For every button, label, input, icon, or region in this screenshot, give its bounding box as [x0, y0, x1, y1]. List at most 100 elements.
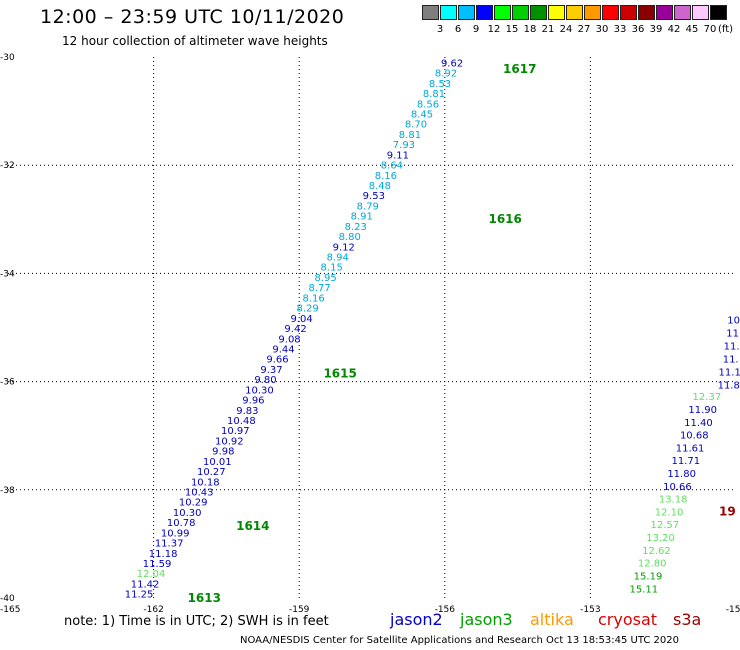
x-tick-label: -150: [726, 605, 740, 615]
swh-value: 9.37: [260, 365, 282, 376]
swh-value: 9.62: [441, 58, 463, 69]
swh-value: 11.8: [718, 380, 740, 391]
swh-value: 8.29: [296, 304, 318, 315]
swh-value: 8.64: [381, 161, 403, 172]
y-tick-label: -32: [0, 161, 15, 171]
swh-value: 8.95: [315, 273, 337, 284]
y-tick-label: -38: [0, 486, 15, 496]
scale-label: 45: [685, 24, 699, 35]
scale-unit: (ft): [718, 24, 734, 35]
scale-label: 30: [595, 24, 609, 35]
scale-label: 6: [454, 24, 462, 35]
scale-swatch: [440, 5, 457, 20]
x-tick-label: -165: [0, 605, 20, 615]
swh-value: 11.80: [667, 469, 696, 480]
swh-value: 11.90: [688, 405, 717, 416]
swh-value: 9.83: [236, 406, 258, 417]
swh-value: 8.48: [369, 181, 391, 192]
swh-value: 10.97: [221, 426, 250, 437]
swh-value: 8.81: [423, 89, 445, 100]
swh-value: 11.18: [149, 549, 178, 560]
swh-value: 11.: [724, 341, 740, 352]
scale-swatch: [620, 5, 637, 20]
swh-value: 7.93: [393, 140, 415, 151]
swh-value: 8.56: [417, 99, 439, 110]
scale-swatch: [458, 5, 475, 20]
scale-swatch: [494, 5, 511, 20]
swh-value: 9.11: [387, 150, 409, 161]
pass-label: 1615: [323, 366, 356, 380]
swh-value: 11.1: [719, 367, 740, 378]
scale-label: 70: [703, 24, 717, 35]
swh-value: 9.98: [212, 447, 234, 458]
swh-value: 10: [727, 315, 740, 326]
swh-value: 8.92: [435, 69, 457, 80]
swh-value: 9.04: [290, 314, 312, 325]
scale-label: 12: [487, 24, 501, 35]
swh-value: 8.16: [302, 293, 324, 304]
swh-value: 11.59: [143, 559, 172, 570]
swh-value: 11.37: [155, 539, 184, 550]
swh-value: 11.71: [672, 456, 701, 467]
swh-value: 9.66: [266, 355, 288, 366]
swh-value: 8.15: [321, 263, 343, 274]
swh-value: 11.61: [676, 443, 705, 454]
scale-label: 36: [631, 24, 645, 35]
swh-value: 8.80: [339, 232, 361, 243]
scale-label: 9: [472, 24, 480, 35]
legend-jason3: jason3: [460, 610, 513, 629]
page-title: 12:00 – 23:59 UTC 10/11/2020: [40, 6, 345, 28]
scale-label: 24: [559, 24, 573, 35]
scale-label: 27: [577, 24, 591, 35]
swh-value: 13.20: [646, 533, 675, 544]
swh-value: 9.42: [284, 324, 306, 335]
swh-value: 8.70: [405, 120, 427, 131]
pass-label: 1616: [488, 212, 521, 226]
swh-value: 10.01: [203, 457, 232, 468]
swh-value: 12.10: [655, 507, 684, 518]
swh-value: 11.42: [131, 579, 160, 590]
scale-label: 3: [436, 24, 444, 35]
swh-value: 8.16: [375, 171, 397, 182]
legend-jason2: jason2: [390, 610, 443, 629]
note-text: note: 1) Time is in UTC; 2) SWH is in fe…: [64, 614, 329, 629]
x-tick-label: -153: [580, 605, 600, 615]
pass-label: 1613: [188, 591, 221, 605]
swh-value: 9.53: [363, 191, 385, 202]
swh-value: 10.66: [663, 482, 692, 493]
pass-label: 1614: [236, 519, 269, 533]
y-tick-label: -34: [0, 269, 15, 279]
y-tick-label: -30: [0, 53, 15, 63]
scale-swatch: [710, 5, 727, 20]
swh-value: 15.19: [634, 571, 663, 582]
scale-label: 33: [613, 24, 627, 35]
scale-swatch: [692, 5, 709, 20]
scale-swatch: [584, 5, 601, 20]
swh-value: 13.18: [659, 495, 688, 506]
scale-swatch: [674, 5, 691, 20]
x-tick-label: -162: [143, 605, 163, 615]
swh-value: 8.79: [357, 201, 379, 212]
swh-value: 12.37: [693, 392, 722, 403]
swh-value: 8.91: [351, 212, 373, 223]
swh-value: 12.80: [638, 559, 667, 570]
credit-text: NOAA/NESDIS Center for Satellite Applica…: [240, 635, 679, 646]
swh-value: 11: [726, 328, 739, 339]
swh-value: 9.44: [272, 344, 294, 355]
scale-swatch: [422, 5, 439, 20]
swh-value: 8.77: [309, 283, 331, 294]
swh-value: 10.43: [185, 488, 214, 499]
scale-swatch: [512, 5, 529, 20]
swh-value: 8.23: [345, 222, 367, 233]
page-subtitle: 12 hour collection of altimeter wave hei…: [62, 34, 328, 48]
scale-label: 42: [667, 24, 681, 35]
x-tick-label: -159: [289, 605, 310, 615]
scale-swatch: [548, 5, 565, 20]
swh-value: 12.62: [642, 546, 671, 557]
scale-swatch: [530, 5, 547, 20]
swh-value: 8.53: [429, 79, 451, 90]
legend-altika: altika: [530, 610, 574, 629]
swh-value: 11.: [723, 354, 739, 365]
swh-value: 10.48: [227, 416, 256, 427]
